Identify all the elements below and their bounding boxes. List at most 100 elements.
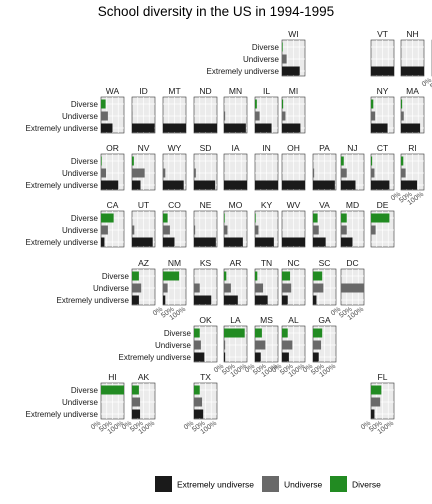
category-label: Undiverse bbox=[93, 284, 130, 293]
state-label: AK bbox=[138, 372, 150, 382]
category-label: Undiverse bbox=[62, 112, 99, 121]
state-label: CA bbox=[107, 200, 119, 210]
x-tick-labels: 0%50%100% bbox=[421, 77, 432, 91]
panel-tn: TN bbox=[254, 258, 279, 306]
bar-diverse bbox=[101, 156, 102, 166]
bar-extremely-undiverse bbox=[282, 66, 300, 76]
bar-diverse bbox=[313, 271, 323, 281]
x-tick-label: 50% bbox=[429, 77, 432, 91]
bar-undiverse bbox=[313, 340, 322, 350]
x-tick-labels: 0%50%100% bbox=[271, 363, 306, 379]
category-label: Diverse bbox=[102, 272, 130, 281]
bar-extremely-undiverse bbox=[341, 180, 356, 190]
panel-fl: FL 0%50%100% bbox=[360, 372, 395, 436]
state-label: VT bbox=[377, 29, 388, 39]
state-label: IA bbox=[231, 143, 239, 153]
bar-undiverse bbox=[224, 225, 228, 235]
x-tick-labels: 0%50%100% bbox=[360, 420, 395, 436]
state-label: SC bbox=[319, 258, 331, 268]
bar-undiverse bbox=[101, 225, 108, 235]
bar-undiverse bbox=[255, 225, 259, 235]
bar-undiverse bbox=[132, 168, 145, 178]
legend-swatch bbox=[155, 476, 172, 492]
x-tick-label: 0% bbox=[183, 420, 195, 432]
category-label: Undiverse bbox=[62, 169, 99, 178]
state-label: AL bbox=[288, 315, 299, 325]
bar-undiverse bbox=[101, 168, 107, 178]
category-label: Extremely undiverse bbox=[207, 67, 280, 76]
state-label: SD bbox=[200, 143, 212, 153]
panel-ne: NE bbox=[193, 200, 218, 248]
bar-diverse bbox=[313, 213, 318, 223]
legend-label: Extremely undiverse bbox=[177, 480, 254, 490]
bar-undiverse bbox=[341, 283, 364, 293]
panel-ks: KS bbox=[193, 258, 218, 306]
x-tick-label: 0% bbox=[271, 363, 283, 375]
bar-diverse bbox=[371, 213, 390, 223]
bar-undiverse bbox=[163, 225, 170, 235]
panel-wy: WY bbox=[162, 143, 187, 191]
bar-diverse bbox=[194, 385, 200, 395]
state-label: WV bbox=[287, 200, 301, 210]
category-label: Diverse bbox=[71, 157, 99, 166]
panel-va: VA bbox=[312, 200, 337, 248]
bar-undiverse bbox=[401, 168, 406, 178]
bar-diverse bbox=[371, 385, 382, 395]
state-label: MS bbox=[260, 315, 273, 325]
panel-sd: SD bbox=[193, 143, 218, 191]
category-label: Extremely undiverse bbox=[26, 410, 99, 419]
x-tick-labels: 0%50%100% bbox=[213, 363, 248, 379]
bar-extremely-undiverse bbox=[101, 180, 119, 190]
legend-swatch bbox=[330, 476, 347, 492]
state-label: MA bbox=[406, 86, 419, 96]
bar-diverse bbox=[341, 213, 347, 223]
bar-undiverse bbox=[401, 111, 404, 121]
bar-extremely-undiverse bbox=[224, 123, 246, 133]
bar-extremely-undiverse bbox=[282, 295, 288, 305]
bar-extremely-undiverse bbox=[255, 295, 268, 305]
bar-extremely-undiverse bbox=[194, 409, 204, 419]
bar-diverse bbox=[282, 99, 284, 109]
bar-undiverse bbox=[371, 397, 381, 407]
panel-md: MD bbox=[340, 200, 365, 248]
state-label: OH bbox=[287, 143, 300, 153]
state-label: OK bbox=[199, 315, 212, 325]
panel-oh: OH bbox=[281, 143, 306, 191]
bar-extremely-undiverse bbox=[255, 237, 274, 247]
panel-nc: NC bbox=[281, 258, 306, 306]
bar-extremely-undiverse bbox=[282, 352, 289, 362]
bar-extremely-undiverse bbox=[132, 295, 139, 305]
bar-undiverse bbox=[132, 225, 135, 235]
bar-diverse bbox=[163, 271, 180, 281]
bar-diverse bbox=[255, 99, 257, 109]
state-label: GA bbox=[318, 315, 331, 325]
bar-diverse bbox=[101, 213, 114, 223]
state-label: KS bbox=[200, 258, 212, 268]
x-tick-label: 0% bbox=[421, 77, 432, 89]
x-tick-label: 0% bbox=[390, 191, 402, 203]
bar-undiverse bbox=[371, 111, 376, 121]
x-tick-label: 0% bbox=[121, 420, 133, 432]
bar-diverse bbox=[313, 328, 323, 338]
state-label: UT bbox=[138, 200, 149, 210]
state-label: CO bbox=[168, 200, 181, 210]
bar-undiverse bbox=[341, 168, 347, 178]
panel-or: OR Diverse Undiverse Extremely undiverse bbox=[26, 143, 125, 191]
category-label: Extremely undiverse bbox=[119, 353, 192, 362]
state-label: MN bbox=[229, 86, 242, 96]
panel-ok: OK Diverse Undiverse Extremely undiverse bbox=[119, 315, 218, 363]
bar-undiverse bbox=[194, 283, 200, 293]
bar-undiverse bbox=[101, 111, 108, 121]
legend-label: Diverse bbox=[352, 480, 381, 490]
category-label: Diverse bbox=[164, 329, 192, 338]
panel-nh: NH bbox=[400, 29, 425, 77]
bar-extremely-undiverse bbox=[132, 409, 141, 419]
x-tick-label: 0% bbox=[152, 306, 164, 318]
bar-extremely-undiverse bbox=[313, 180, 335, 190]
panel-ct: CT bbox=[370, 143, 395, 191]
bar-diverse bbox=[163, 213, 168, 223]
chart-title: School diversity in the US in 1994-1995 bbox=[98, 4, 334, 19]
bar-extremely-undiverse bbox=[194, 123, 217, 133]
panel-ri: RI 0%50%100% bbox=[390, 143, 425, 207]
legend-label: Undiverse bbox=[284, 480, 323, 490]
